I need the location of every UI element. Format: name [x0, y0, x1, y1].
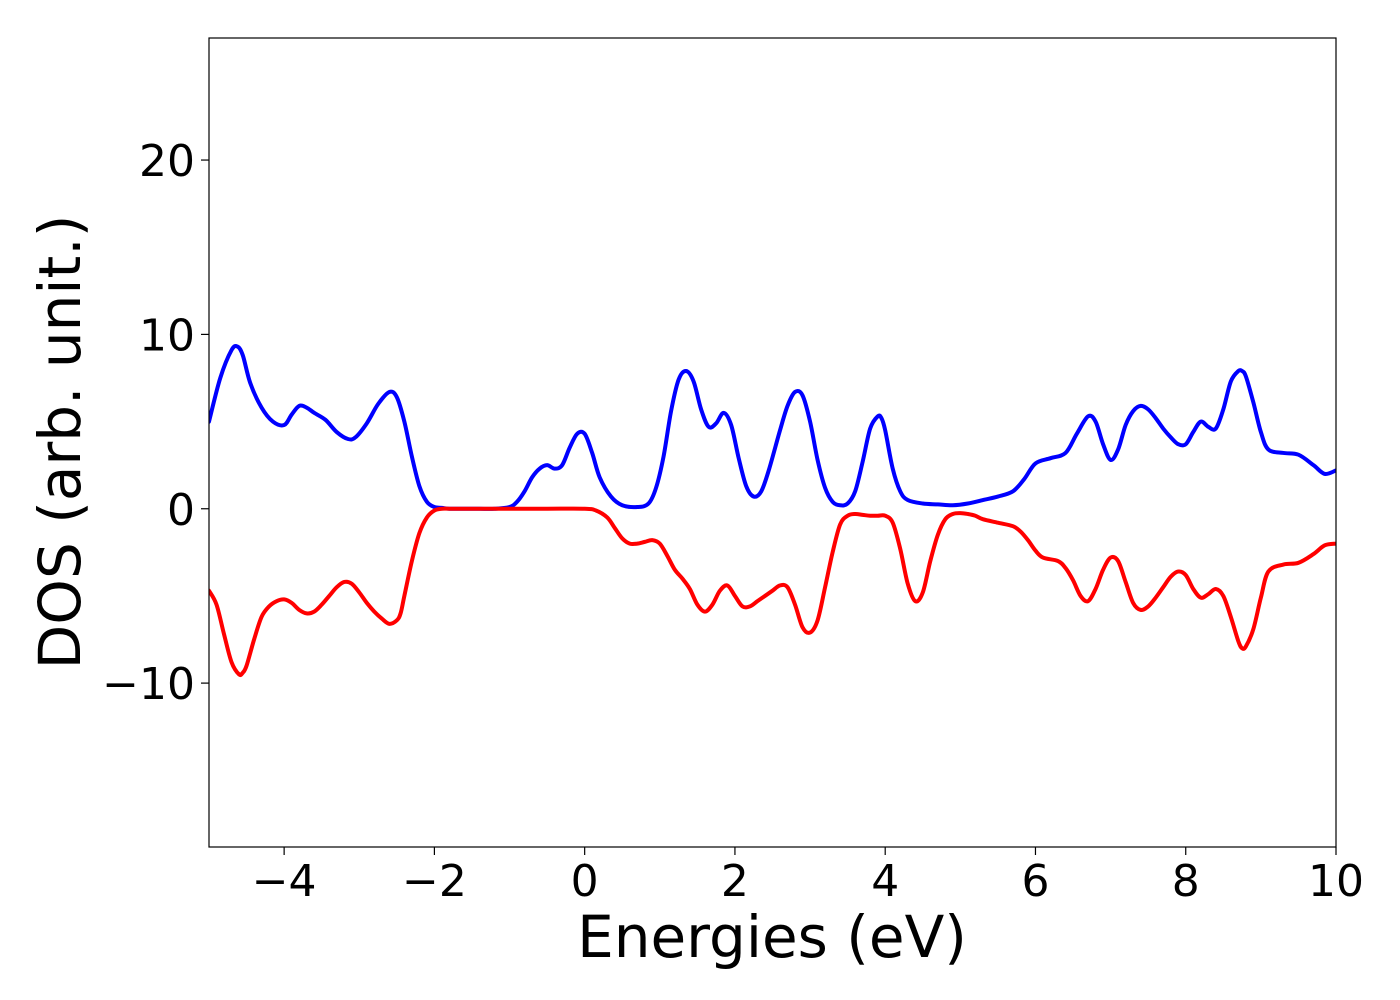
y-axis: −10 0 10 20: [102, 136, 209, 710]
x-tick-label: −4: [252, 856, 317, 907]
dos-series-line-red: [209, 506, 1336, 678]
dos-series-line-blue: [209, 343, 1336, 511]
plot-frame: [208, 37, 1337, 848]
series-layer: [209, 343, 1336, 678]
x-tick-label: −2: [402, 856, 467, 907]
y-tick-label: 0: [167, 485, 195, 536]
y-tick-label: 20: [139, 136, 195, 187]
x-tick-label: 10: [1308, 856, 1364, 907]
x-tick-label: 4: [871, 856, 899, 907]
x-axis: −4 −2 0 2 4 6 8 10: [252, 847, 1364, 907]
y-tick-label: −10: [102, 659, 195, 710]
x-tick-label: 0: [571, 856, 599, 907]
y-axis-label: DOS (arb. unit.): [26, 215, 94, 670]
y-tick-label: 10: [139, 310, 195, 361]
x-tick-label: 6: [1021, 856, 1049, 907]
x-axis-label: Energies (eV): [577, 903, 967, 971]
x-tick-label: 2: [721, 856, 749, 907]
x-tick-label: 8: [1172, 856, 1200, 907]
